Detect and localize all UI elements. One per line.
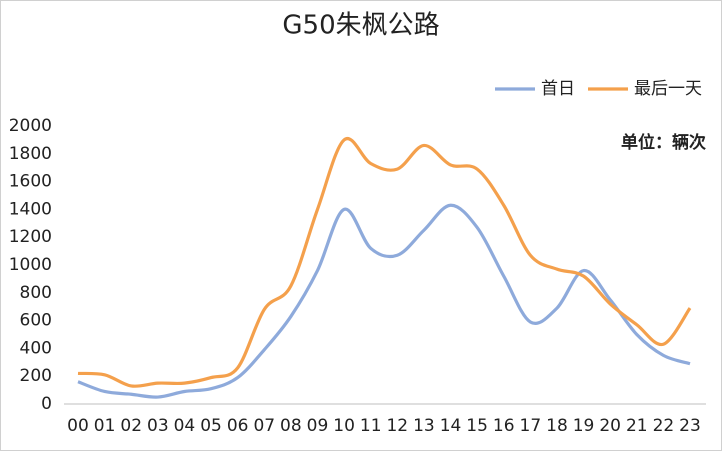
x-tick-label: 11 — [360, 416, 382, 436]
y-tick-label: 1000 — [9, 255, 52, 275]
x-tick-label: 01 — [94, 416, 116, 436]
y-tick-label: 0 — [41, 394, 52, 414]
y-tick-label: 1600 — [9, 172, 52, 192]
x-tick-label: 19 — [573, 416, 595, 436]
y-tick-label: 200 — [20, 366, 52, 386]
legend-label: 最后一天 — [634, 79, 702, 99]
unit-annotation: 单位：辆次 — [621, 132, 706, 153]
x-tick-label: 08 — [280, 416, 302, 436]
x-tick-label: 16 — [493, 416, 515, 436]
y-tick-label: 1400 — [9, 199, 52, 219]
x-tick-label: 07 — [253, 416, 275, 436]
y-tick-label: 600 — [20, 311, 52, 331]
x-tick-label: 09 — [307, 416, 329, 436]
x-tick-label: 06 — [227, 416, 249, 436]
series-line — [77, 136, 692, 388]
x-tick-label: 14 — [440, 416, 462, 436]
x-tick-label: 23 — [679, 416, 701, 436]
x-tick-label: 10 — [333, 416, 355, 436]
x-tick-label: 03 — [147, 416, 169, 436]
x-tick-label: 15 — [466, 416, 488, 436]
y-tick-label: 400 — [20, 338, 52, 358]
x-tick-label: 05 — [200, 416, 222, 436]
x-tick-label: 18 — [546, 416, 568, 436]
x-tick-label: 12 — [386, 416, 408, 436]
x-tick-label: 20 — [599, 416, 621, 436]
y-tick-label: 1200 — [9, 227, 52, 247]
x-tick-label: 21 — [626, 416, 648, 436]
x-tick-label: 02 — [120, 416, 142, 436]
x-tick-label: 04 — [174, 416, 196, 436]
legend-label: 首日 — [541, 79, 575, 99]
series-line — [77, 203, 691, 399]
y-tick-label: 2000 — [9, 116, 52, 136]
x-tick-label: 00 — [67, 416, 89, 436]
x-tick-label: 13 — [413, 416, 435, 436]
x-tick-label: 22 — [653, 416, 675, 436]
y-tick-label: 800 — [20, 283, 52, 303]
chart-title: G50朱枫公路 — [282, 11, 439, 41]
y-tick-label: 1800 — [9, 144, 52, 164]
x-tick-label: 17 — [520, 416, 542, 436]
